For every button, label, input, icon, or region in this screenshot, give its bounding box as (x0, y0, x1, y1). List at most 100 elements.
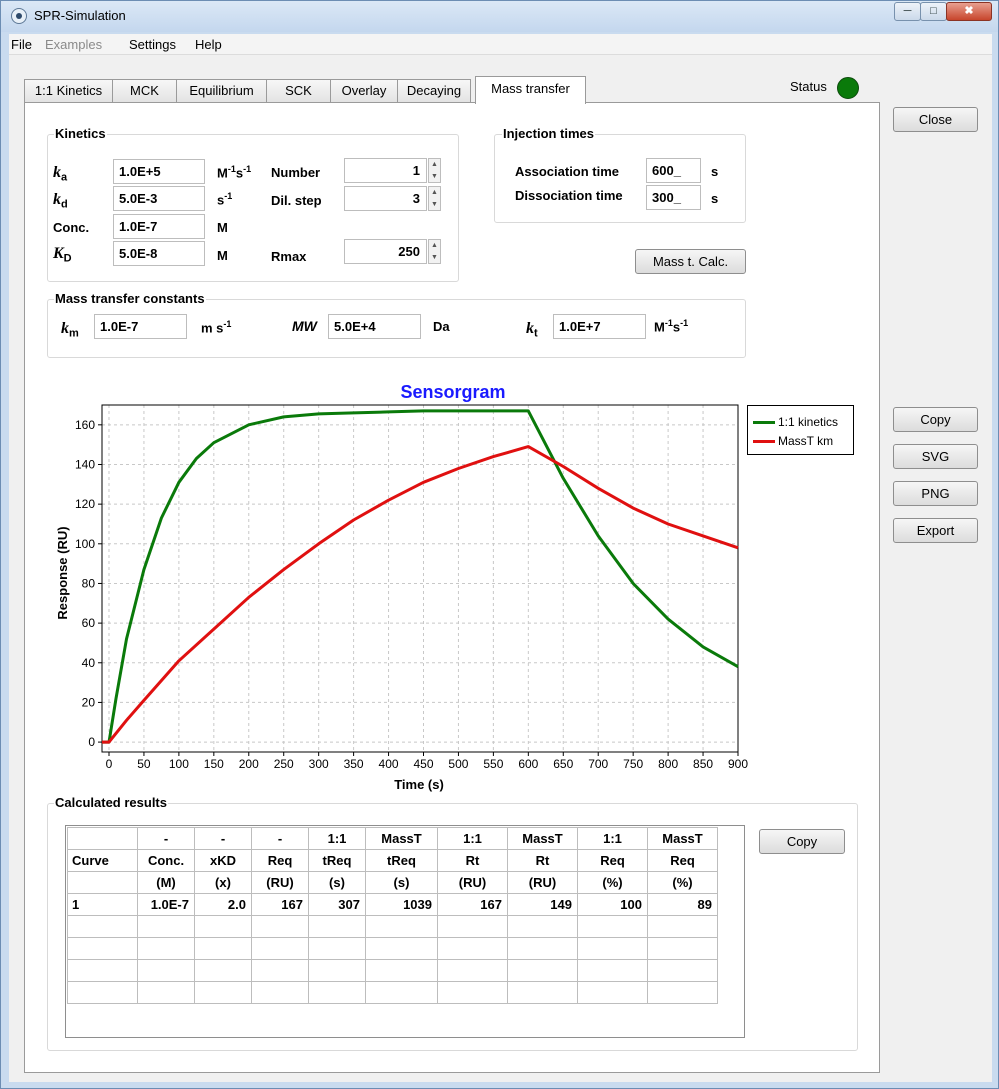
table-cell[interactable] (577, 959, 648, 982)
number-input[interactable]: 1 (344, 158, 427, 183)
table-cell[interactable]: 89 (647, 893, 718, 916)
table-cell[interactable] (647, 959, 718, 982)
dissoc-input[interactable]: 300_ (646, 185, 701, 210)
table-cell[interactable] (577, 981, 648, 1004)
table-cell[interactable]: MassT (365, 827, 438, 850)
table-cell[interactable] (67, 937, 138, 960)
table-cell[interactable]: 1:1 (308, 827, 366, 850)
svg-button[interactable]: SVG (893, 444, 978, 469)
table-cell[interactable] (67, 915, 138, 938)
table-cell[interactable] (308, 959, 366, 982)
copy-results-button[interactable]: Copy (759, 829, 845, 854)
table-cell[interactable]: Rt (507, 849, 578, 872)
kd-input[interactable]: 5.0E-3 (113, 186, 205, 211)
table-cell[interactable]: (x) (194, 871, 252, 894)
table-cell[interactable]: Rt (437, 849, 508, 872)
table-cell[interactable]: (RU) (507, 871, 578, 894)
table-cell[interactable] (365, 937, 438, 960)
number-spinner[interactable]: ▲ ▼ (428, 158, 441, 183)
table-cell[interactable] (137, 915, 195, 938)
table-cell[interactable] (137, 937, 195, 960)
table-cell[interactable]: (RU) (437, 871, 508, 894)
table-cell[interactable]: 2.0 (194, 893, 252, 916)
rmax-spinner[interactable]: ▲ ▼ (428, 239, 441, 264)
table-cell[interactable]: Req (251, 849, 309, 872)
table-cell[interactable] (365, 915, 438, 938)
table-cell[interactable] (308, 937, 366, 960)
table-cell[interactable] (647, 981, 718, 1004)
table-cell[interactable] (437, 981, 508, 1004)
menu-file[interactable]: File (11, 37, 32, 52)
menu-examples[interactable]: Examples (45, 37, 103, 52)
table-cell[interactable] (507, 959, 578, 982)
table-cell[interactable]: Req (647, 849, 718, 872)
table-cell[interactable] (251, 981, 309, 1004)
table-cell[interactable] (194, 981, 252, 1004)
table-cell[interactable]: 1:1 (437, 827, 508, 850)
table-cell[interactable]: 1 (67, 893, 138, 916)
kt-input[interactable]: 1.0E+7 (553, 314, 646, 339)
mass-transfer-calc-button[interactable]: Mass t. Calc. (635, 249, 746, 274)
tab-mck[interactable]: MCK (112, 79, 177, 102)
menu-help[interactable]: Help (195, 37, 222, 52)
dil-step-spinner[interactable]: ▲ ▼ (428, 186, 441, 211)
table-cell[interactable] (577, 937, 648, 960)
table-cell[interactable] (507, 981, 578, 1004)
table-cell[interactable] (67, 871, 138, 894)
table-cell[interactable] (365, 981, 438, 1004)
tab-1-1-kinetics[interactable]: 1:1 Kinetics (24, 79, 113, 102)
table-cell[interactable]: (s) (308, 871, 366, 894)
table-cell[interactable]: tReq (365, 849, 438, 872)
table-cell[interactable]: 149 (507, 893, 578, 916)
table-cell[interactable]: Conc. (137, 849, 195, 872)
table-cell[interactable] (194, 915, 252, 938)
table-cell[interactable]: 100 (577, 893, 648, 916)
table-cell[interactable]: - (194, 827, 252, 850)
table-cell[interactable]: 307 (308, 893, 366, 916)
table-cell[interactable] (137, 981, 195, 1004)
dil-step-input[interactable]: 3 (344, 186, 427, 211)
table-cell[interactable]: 1.0E-7 (137, 893, 195, 916)
table-cell[interactable]: 1:1 (577, 827, 648, 850)
tab-overlay[interactable]: Overlay (330, 79, 398, 102)
table-cell[interactable] (647, 915, 718, 938)
table-cell[interactable] (507, 915, 578, 938)
png-button[interactable]: PNG (893, 481, 978, 506)
table-cell[interactable] (647, 937, 718, 960)
close-button[interactable]: Close (893, 107, 978, 132)
copy-chart-button[interactable]: Copy (893, 407, 978, 432)
menu-settings[interactable]: Settings (129, 37, 176, 52)
table-cell[interactable] (507, 937, 578, 960)
table-cell[interactable] (67, 981, 138, 1004)
table-cell[interactable]: (%) (577, 871, 648, 894)
tab-mass-transfer[interactable]: Mass transfer (475, 76, 586, 104)
table-cell[interactable]: (M) (137, 871, 195, 894)
conc-input[interactable]: 1.0E-7 (113, 214, 205, 239)
table-cell[interactable] (137, 959, 195, 982)
table-cell[interactable] (251, 959, 309, 982)
table-cell[interactable] (67, 959, 138, 982)
rmax-input[interactable]: 250 (344, 239, 427, 264)
mw-input[interactable]: 5.0E+4 (328, 314, 421, 339)
table-cell[interactable] (308, 981, 366, 1004)
km-input[interactable]: 1.0E-7 (94, 314, 187, 339)
table-cell[interactable] (308, 915, 366, 938)
table-cell[interactable] (194, 959, 252, 982)
tab-decaying[interactable]: Decaying (397, 79, 471, 102)
table-cell[interactable]: MassT (647, 827, 718, 850)
table-cell[interactable] (251, 937, 309, 960)
table-cell[interactable]: (%) (647, 871, 718, 894)
table-cell[interactable] (67, 827, 138, 850)
tab-equilibrium[interactable]: Equilibrium (176, 79, 267, 102)
table-cell[interactable] (437, 937, 508, 960)
table-cell[interactable]: xKD (194, 849, 252, 872)
table-cell[interactable]: 167 (251, 893, 309, 916)
table-cell[interactable] (251, 915, 309, 938)
table-cell[interactable]: (RU) (251, 871, 309, 894)
table-cell[interactable]: Req (577, 849, 648, 872)
ka-input[interactable]: 1.0E+5 (113, 159, 205, 184)
table-cell[interactable] (577, 915, 648, 938)
table-cell[interactable]: - (137, 827, 195, 850)
table-cell[interactable] (437, 959, 508, 982)
table-cell[interactable]: MassT (507, 827, 578, 850)
